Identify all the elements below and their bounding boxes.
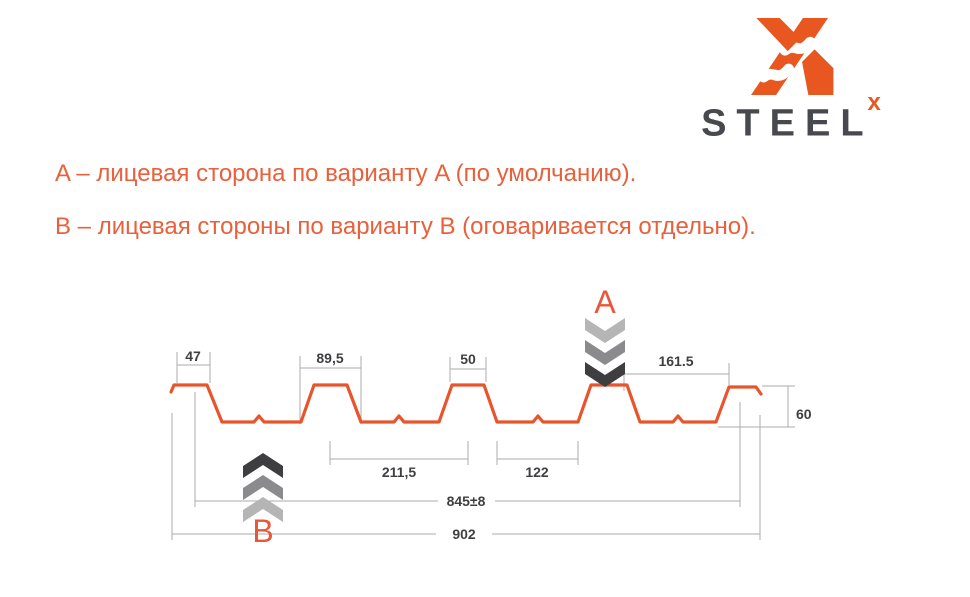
dim-rib-pitch: 211,5 xyxy=(382,464,416,480)
dim-edge-flange-width: 47 xyxy=(185,348,201,364)
marker-b-label: B xyxy=(252,513,273,549)
dim-valley-width: 122 xyxy=(525,464,549,480)
brand-name: STEEL xyxy=(701,102,874,145)
brand-sup-x: x xyxy=(867,89,881,116)
chevron-up-icon xyxy=(243,453,283,522)
x-mark-logo-icon xyxy=(751,18,834,95)
marker-a-label: A xyxy=(594,284,616,320)
dim-right-edge-span: 161.5 xyxy=(658,353,693,369)
dim-rib-base-width: 89,5 xyxy=(316,350,343,366)
logo-cut-lower xyxy=(758,63,794,83)
dim-working-width: 845±8 xyxy=(447,493,486,509)
dim-rib-top-width: 50 xyxy=(460,351,476,367)
dimension-lines xyxy=(171,352,795,540)
note-variant-b: B – лицевая стороны по варианту B (огова… xyxy=(55,213,756,240)
dim-profile-height: 60 xyxy=(796,406,812,422)
note-variant-a: A – лицевая сторона по варианту A (по ум… xyxy=(55,160,637,187)
brand-wordmark: STEELx xyxy=(688,91,900,145)
logo-arm-top-left xyxy=(756,18,801,52)
profile-outline xyxy=(169,383,763,424)
logo-arm-bottom-right xyxy=(802,49,834,95)
brand-logo: STEELx xyxy=(688,18,900,143)
dim-overall-width: 902 xyxy=(452,526,476,542)
chevron-down-icon xyxy=(585,318,625,387)
